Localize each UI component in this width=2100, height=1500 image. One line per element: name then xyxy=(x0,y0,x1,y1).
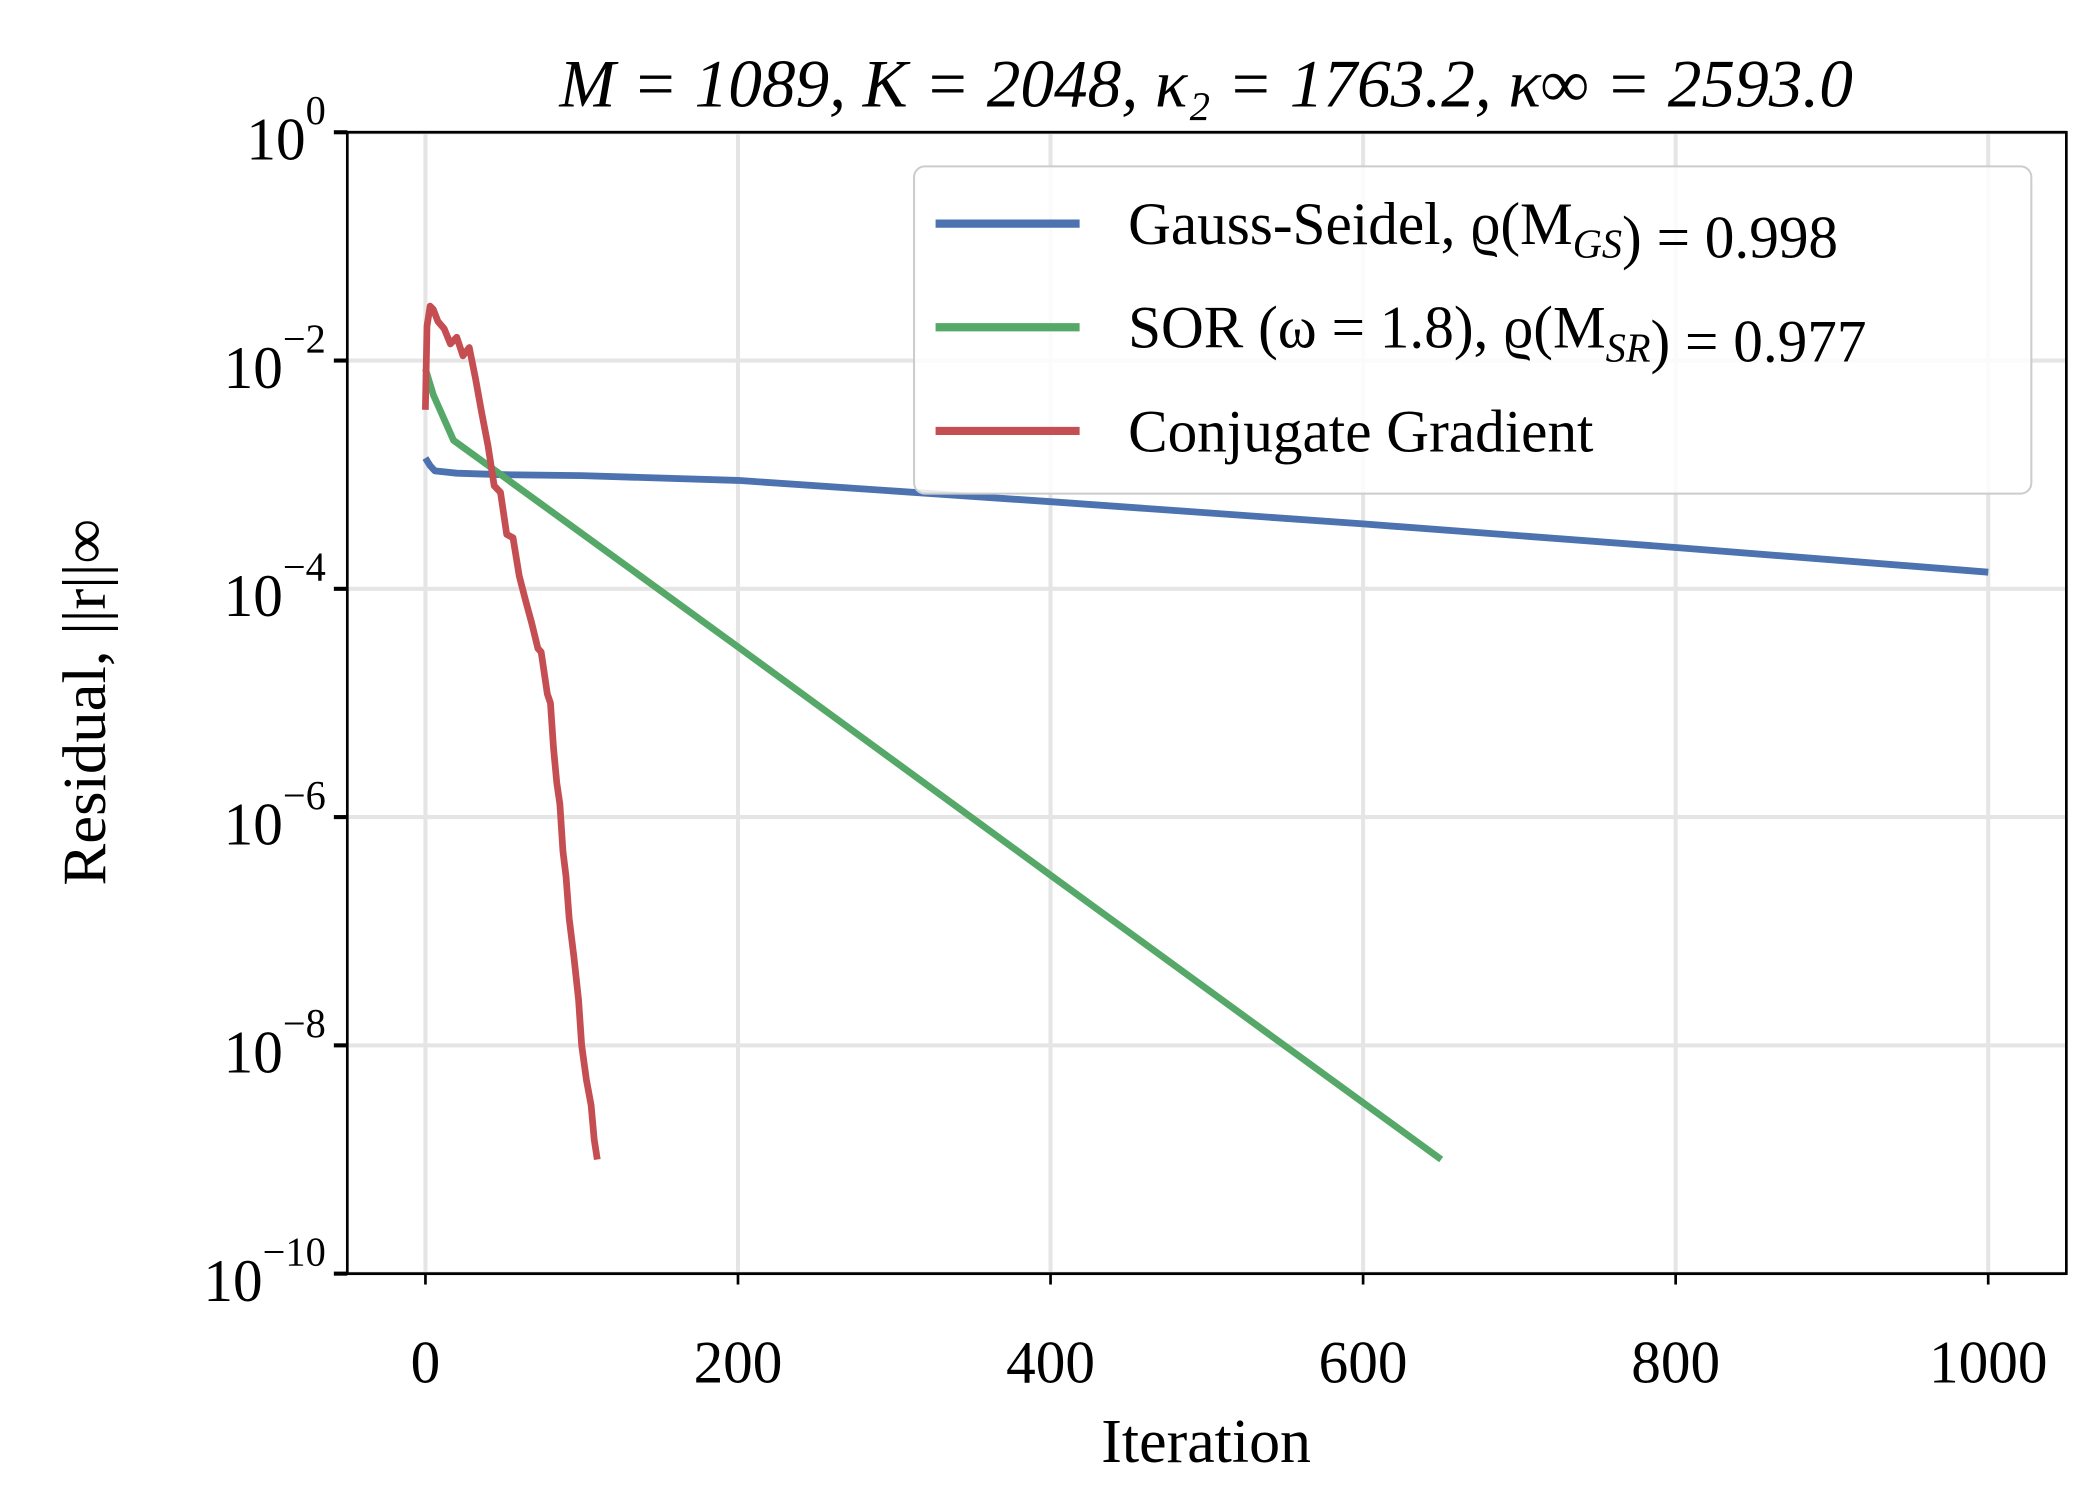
y-tick-label: 10−2 xyxy=(224,316,326,401)
legend-label-2: SOR (ω = 1.8), ϱ(MSR) = 0.977 xyxy=(1128,294,1866,374)
y-tick-label: 10−8 xyxy=(224,1001,326,1086)
chart-title: M = 1089, K = 2048, κ₂ = 1763.2, κ∞ = 25… xyxy=(558,46,1852,121)
series-line-3 xyxy=(422,302,601,1161)
x-tick-label: 600 xyxy=(1319,1329,1408,1395)
x-tick-label: 400 xyxy=(1006,1329,1095,1395)
y-axis-ticks: 100 10−2 10−4 10−6 10−8 10−10 xyxy=(203,88,348,1314)
legend: Gauss-Seidel, ϱ(MGS) = 0.998 SOR (ω = 1.8… xyxy=(913,165,2033,495)
y-tick-label: 10−4 xyxy=(224,544,326,629)
x-axis-label: Iteration xyxy=(1101,1406,1311,1475)
x-tick-label: 800 xyxy=(1631,1329,1720,1395)
series-lines xyxy=(422,302,1989,1163)
y-tick-label: 10−6 xyxy=(224,773,326,858)
y-tick-label: 100 xyxy=(246,88,325,173)
series-line-2 xyxy=(422,367,1444,1163)
x-tick-label: 0 xyxy=(411,1329,441,1395)
y-tick-label: 10−10 xyxy=(203,1229,325,1314)
x-tick-label: 200 xyxy=(694,1329,783,1395)
x-tick-label: 1000 xyxy=(1929,1329,2047,1395)
x-axis-ticks: 0 200 400 600 800 1000 xyxy=(411,1273,2047,1396)
plot-frame xyxy=(345,130,2068,1275)
legend-box xyxy=(913,165,2033,495)
legend-label-1: Gauss-Seidel, ϱ(MGS) = 0.998 xyxy=(1128,191,1838,271)
series-line-1 xyxy=(422,456,1989,576)
legend-label-3: Conjugate Gradient xyxy=(1128,398,1594,464)
y-axis-label: Residual, ||r||∞ xyxy=(50,519,119,886)
